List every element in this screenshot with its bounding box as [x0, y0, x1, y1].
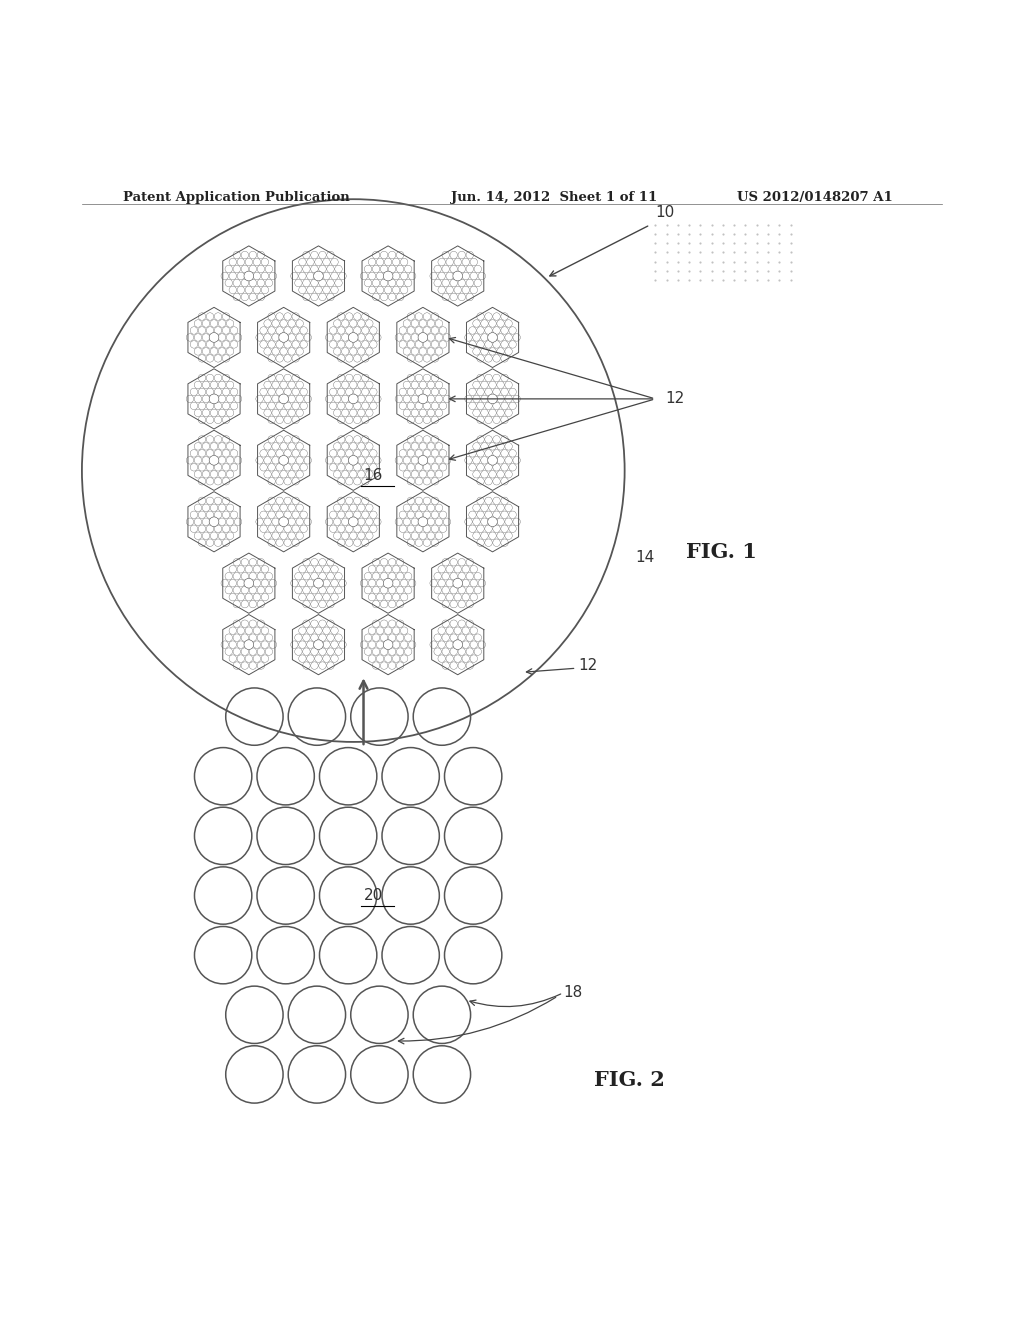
- Text: Jun. 14, 2012  Sheet 1 of 11: Jun. 14, 2012 Sheet 1 of 11: [451, 190, 656, 203]
- Text: 12: 12: [579, 657, 598, 673]
- Circle shape: [348, 517, 358, 527]
- Circle shape: [453, 271, 463, 281]
- Circle shape: [279, 517, 289, 527]
- Text: FIG. 2: FIG. 2: [594, 1069, 665, 1090]
- Circle shape: [313, 271, 324, 281]
- Text: 16: 16: [364, 469, 383, 483]
- Circle shape: [453, 578, 463, 587]
- Text: 14: 14: [635, 550, 654, 565]
- Circle shape: [244, 640, 254, 649]
- Circle shape: [418, 517, 428, 527]
- Circle shape: [418, 455, 428, 465]
- Circle shape: [348, 455, 358, 465]
- Circle shape: [313, 640, 324, 649]
- Circle shape: [348, 333, 358, 342]
- Circle shape: [279, 333, 289, 342]
- Circle shape: [487, 333, 498, 342]
- Circle shape: [279, 455, 289, 465]
- Text: 12: 12: [666, 391, 685, 407]
- Circle shape: [209, 395, 219, 404]
- Circle shape: [418, 395, 428, 404]
- Circle shape: [487, 455, 498, 465]
- Circle shape: [209, 455, 219, 465]
- Text: US 2012/0148207 A1: US 2012/0148207 A1: [737, 190, 893, 203]
- Circle shape: [418, 333, 428, 342]
- Circle shape: [244, 271, 254, 281]
- Circle shape: [209, 333, 219, 342]
- Circle shape: [279, 395, 289, 404]
- Text: Patent Application Publication: Patent Application Publication: [123, 190, 349, 203]
- Circle shape: [244, 578, 254, 587]
- Circle shape: [383, 271, 393, 281]
- Circle shape: [487, 395, 498, 404]
- Circle shape: [487, 517, 498, 527]
- Circle shape: [383, 578, 393, 587]
- Circle shape: [383, 640, 393, 649]
- Circle shape: [348, 395, 358, 404]
- Circle shape: [453, 640, 463, 649]
- Text: 20: 20: [364, 888, 383, 903]
- Text: 18: 18: [563, 985, 583, 1001]
- Text: FIG. 1: FIG. 1: [686, 543, 757, 562]
- Circle shape: [209, 517, 219, 527]
- Circle shape: [313, 578, 324, 587]
- Text: 10: 10: [655, 205, 675, 219]
